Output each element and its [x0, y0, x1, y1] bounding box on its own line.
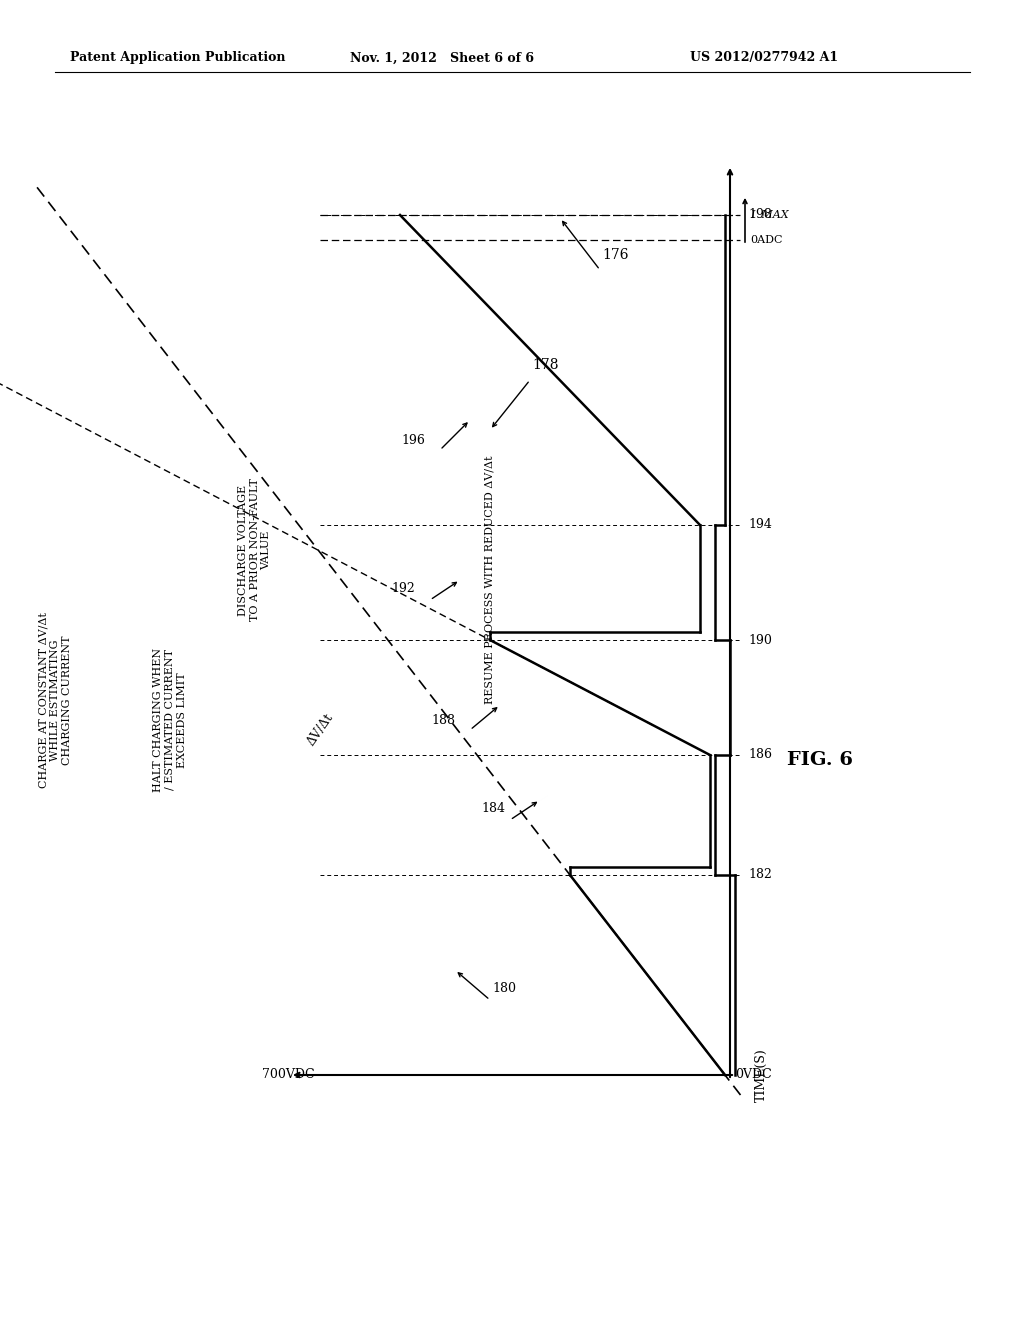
Text: 700VDC: 700VDC [262, 1068, 315, 1081]
Text: RESUME PROCESS WITH REDUCED ΔV/Δt: RESUME PROCESS WITH REDUCED ΔV/Δt [485, 455, 495, 705]
Text: DISCHARGE VOLTAGE
TO A PRIOR NON-FAULT
VALUE: DISCHARGE VOLTAGE TO A PRIOR NON-FAULT V… [239, 479, 271, 622]
Text: 188: 188 [431, 714, 455, 726]
Text: FIG. 6: FIG. 6 [787, 751, 853, 770]
Text: 178: 178 [532, 358, 558, 372]
Text: US 2012/0277942 A1: US 2012/0277942 A1 [690, 51, 838, 65]
Text: Patent Application Publication: Patent Application Publication [70, 51, 286, 65]
Text: 184: 184 [481, 801, 505, 814]
Text: 0VDC: 0VDC [735, 1068, 772, 1081]
Text: 196: 196 [401, 433, 425, 446]
Text: 190: 190 [748, 634, 772, 647]
Text: CHARGE AT CONSTANT ΔV/Δt
WHILE ESTIMATING
CHARGING CURRENT: CHARGE AT CONSTANT ΔV/Δt WHILE ESTIMATIN… [38, 612, 72, 788]
Text: 0ADC: 0ADC [750, 235, 782, 246]
Text: 182: 182 [748, 869, 772, 882]
Text: 180: 180 [492, 982, 516, 994]
Text: 186: 186 [748, 748, 772, 762]
Text: I  MAX: I MAX [750, 210, 788, 220]
Text: Nov. 1, 2012   Sheet 6 of 6: Nov. 1, 2012 Sheet 6 of 6 [350, 51, 534, 65]
Text: ΔV/Δt: ΔV/Δt [304, 711, 336, 748]
Text: 192: 192 [391, 582, 415, 594]
Text: HALT CHARGING WHEN
/ ESTIMATED CURRENT
EXCEEDS LIMIT: HALT CHARGING WHEN / ESTIMATED CURRENT E… [154, 648, 186, 792]
Text: 176: 176 [602, 248, 629, 261]
Text: 198: 198 [748, 209, 772, 222]
Text: 194: 194 [748, 519, 772, 532]
Text: TIME(S): TIME(S) [755, 1048, 768, 1102]
